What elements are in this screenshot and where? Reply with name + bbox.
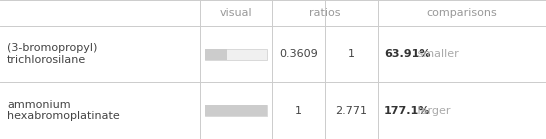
Text: comparisons: comparisons [426,8,497,18]
Text: smaller: smaller [414,49,459,59]
Text: ratios: ratios [309,8,341,18]
Text: 0.3609: 0.3609 [279,49,318,59]
Text: 1: 1 [295,106,302,116]
Text: visual: visual [219,8,252,18]
Text: 63.91%: 63.91% [384,49,430,59]
Text: larger: larger [414,106,450,116]
Text: 2.771: 2.771 [335,106,367,116]
Bar [205,105,267,116]
Text: (3-bromopropyl)
trichlorosilane: (3-bromopropyl) trichlorosilane [7,43,97,65]
Bar [205,105,267,116]
Text: ammonium
hexabromoplatinate: ammonium hexabromoplatinate [7,100,120,121]
Bar [205,49,227,59]
Text: 177.1%: 177.1% [384,106,430,116]
Bar [205,49,267,59]
Text: 1: 1 [348,49,355,59]
